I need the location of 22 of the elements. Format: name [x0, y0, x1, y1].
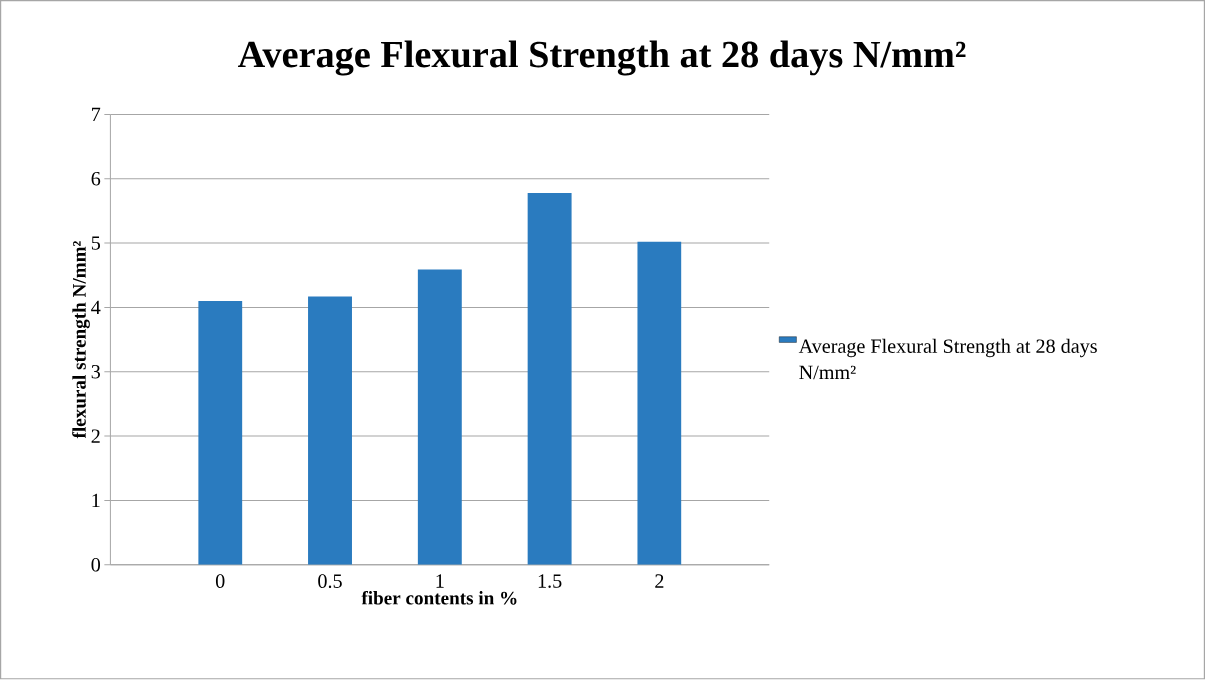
x-tick-label: 1 [436, 574, 444, 588]
y-tick-label: 0 [91, 558, 101, 572]
x-tick-label: 0 [215, 574, 225, 589]
y-axis-title: flexural strength N/mm² [72, 241, 90, 439]
bar [198, 301, 243, 565]
x-axis-title: fiber contents in % [361, 591, 517, 605]
bar [637, 242, 682, 565]
bar [417, 269, 462, 565]
bar [527, 193, 572, 565]
chart-title: Average Flexural Strength at 28 days N/mm² [237, 40, 966, 76]
bar [308, 296, 352, 565]
y-tick-label: 7 [92, 108, 101, 122]
legend-label: Average Flexural Strength at 28 days N/mm² [798, 339, 1097, 380]
y-tick-label: 2 [91, 429, 100, 443]
y-tick-label: 5 [91, 236, 101, 250]
y-tick-label: 1 [92, 493, 100, 508]
y-tick-label: 3 [91, 365, 101, 379]
y-tick-label: 6 [91, 172, 101, 186]
x-tick-label: 0.5 [318, 574, 342, 589]
y-tick-label: 4 [91, 301, 101, 315]
x-tick-label: 1.5 [538, 574, 562, 589]
x-tick-label: 2 [655, 574, 664, 588]
